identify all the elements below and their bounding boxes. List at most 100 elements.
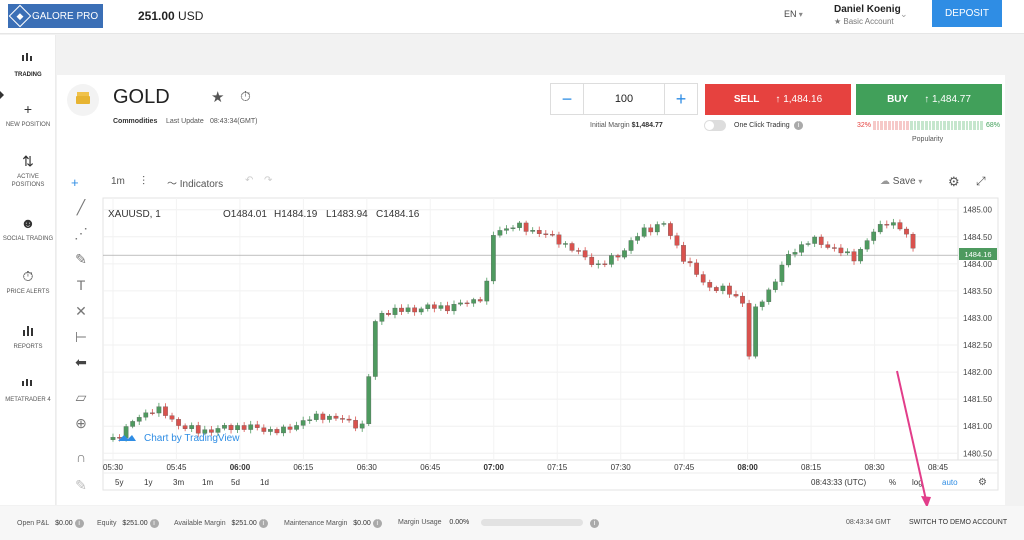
switch-demo-link[interactable]: SWITCH TO DEMO ACCOUNT bbox=[909, 519, 1008, 526]
text-tool-icon[interactable]: T bbox=[76, 277, 86, 293]
sidebar-item-label: PRICE ALERTS bbox=[6, 289, 50, 295]
tradingview-watermark[interactable]: Chart by TradingView bbox=[118, 433, 240, 444]
popularity-segment bbox=[876, 121, 880, 130]
stopwatch-icon[interactable]: ⏱ bbox=[240, 88, 251, 104]
candle-body bbox=[143, 412, 149, 418]
deposit-button[interactable]: DEPOSIT bbox=[932, 0, 1002, 27]
candle-body bbox=[628, 240, 634, 251]
candle-body bbox=[458, 302, 463, 305]
ruler-icon[interactable]: ▱ bbox=[75, 389, 87, 405]
sidebar-item-active-positions[interactable]: ⇅ ACTIVE POSITIONS bbox=[0, 153, 56, 189]
current-price-label: 1484.16 bbox=[964, 250, 991, 259]
range-button-5y[interactable]: 5y bbox=[115, 478, 123, 487]
user-menu[interactable]: Daniel Koenig ★ Basic Account bbox=[834, 4, 901, 26]
auto-toggle[interactable]: auto bbox=[942, 478, 958, 487]
candle-body bbox=[720, 285, 726, 291]
candle-body bbox=[818, 236, 824, 245]
sidebar-item-trading[interactable]: TRADING bbox=[0, 51, 56, 79]
annotation-arrow bbox=[896, 370, 927, 501]
candle-body bbox=[504, 228, 509, 231]
buy-button[interactable]: BUY ↑ 1,484.77 bbox=[856, 84, 1002, 115]
sidebar: TRADING + NEW POSITION ⇅ ACTIVE POSITION… bbox=[0, 35, 56, 505]
sidebar-item-social-trading[interactable]: ☻ SOCIAL TRADING bbox=[0, 215, 56, 243]
sort-arrows-icon: ⇅ bbox=[22, 153, 34, 169]
magnet-icon[interactable]: ∩ bbox=[75, 449, 87, 465]
candle-body bbox=[327, 415, 332, 420]
sidebar-item-reports[interactable]: REPORTS bbox=[0, 323, 56, 351]
info-icon[interactable]: i bbox=[794, 121, 803, 130]
popularity-segment bbox=[928, 121, 932, 130]
undo-icon[interactable]: ↶ bbox=[245, 175, 254, 186]
x-tick-label: 06:00 bbox=[230, 463, 251, 472]
popularity-bar bbox=[873, 121, 984, 130]
quantity-input[interactable]: 100 bbox=[583, 84, 665, 114]
popularity-segment bbox=[961, 121, 965, 130]
candle-body bbox=[248, 424, 254, 430]
measure-icon[interactable]: ⊢ bbox=[74, 329, 88, 345]
gear-icon[interactable]: ⚙ bbox=[978, 477, 987, 488]
candle-type-icon[interactable]: ⫶ bbox=[142, 174, 146, 188]
pitchfork-icon[interactable]: ⋰ bbox=[74, 225, 88, 241]
info-icon[interactable]: i bbox=[258, 519, 268, 528]
brush-icon[interactable]: ✎ bbox=[75, 251, 87, 267]
star-icon[interactable]: ★ bbox=[211, 89, 225, 106]
brand-logo[interactable]: ◆ GALORE PRO bbox=[8, 4, 103, 28]
sidebar-item-metatrader[interactable]: METATRADER 4 bbox=[0, 376, 56, 404]
candle-body bbox=[438, 305, 444, 309]
range-button-1d[interactable]: 1d bbox=[260, 478, 269, 487]
info-icon[interactable]: i bbox=[149, 519, 159, 528]
redo-icon[interactable]: ↷ bbox=[264, 175, 273, 186]
range-button-1y[interactable]: 1y bbox=[144, 478, 152, 487]
candle-body bbox=[431, 304, 437, 309]
settings-gear-icon[interactable]: ⚙ bbox=[948, 174, 960, 189]
candle-body bbox=[359, 423, 365, 429]
interval-selector[interactable]: 1m bbox=[111, 176, 125, 187]
candle-body bbox=[831, 247, 837, 249]
zoom-in-icon[interactable]: ⊕ bbox=[75, 415, 87, 431]
pattern-icon[interactable]: ✕ bbox=[75, 303, 87, 319]
candle-body bbox=[622, 250, 627, 258]
initial-margin-label: Initial Margin bbox=[590, 122, 630, 129]
lock-icon[interactable]: ✎ bbox=[75, 477, 87, 493]
account-balance: 251.00 USD bbox=[138, 9, 203, 23]
indicators-button[interactable]: 〜 Indicators bbox=[167, 175, 223, 190]
arrow-left-icon[interactable]: ⬅ bbox=[75, 354, 87, 370]
x-tick-label: 06:30 bbox=[357, 463, 378, 472]
sell-button[interactable]: SELL ↑ 1,484.16 bbox=[705, 84, 851, 115]
language-selector[interactable]: EN bbox=[784, 9, 803, 19]
legend-symbol[interactable]: XAUUSD, 1 bbox=[108, 209, 161, 220]
percent-toggle[interactable]: % bbox=[889, 478, 896, 487]
range-button-1m[interactable]: 1m bbox=[202, 478, 213, 487]
increase-button[interactable]: + bbox=[665, 84, 697, 114]
popularity-segment bbox=[873, 121, 876, 130]
fullscreen-icon[interactable]: ⤢ bbox=[976, 174, 986, 188]
save-button[interactable]: ☁ Save ▾ bbox=[880, 176, 922, 187]
log-toggle[interactable]: log bbox=[912, 478, 923, 487]
x-tick-label: 07:15 bbox=[547, 463, 568, 472]
candle-body bbox=[274, 429, 280, 434]
popularity-segment bbox=[958, 121, 961, 130]
trend-line-icon[interactable]: ╱ bbox=[76, 199, 86, 215]
candle-body bbox=[346, 418, 352, 421]
popularity-segment bbox=[921, 121, 924, 130]
x-tick-label: 08:00 bbox=[737, 463, 758, 472]
candle-body bbox=[451, 304, 457, 312]
sidebar-item-new-position[interactable]: + NEW POSITION bbox=[0, 101, 56, 129]
buy-label: BUY bbox=[887, 94, 909, 105]
y-tick-label: 1483.00 bbox=[963, 314, 992, 323]
chevron-down-icon[interactable]: ⌄ bbox=[900, 9, 908, 19]
info-icon[interactable]: i bbox=[74, 519, 84, 528]
decrease-button[interactable]: − bbox=[551, 84, 583, 114]
range-button-5d[interactable]: 5d bbox=[231, 478, 240, 487]
crosshair-icon[interactable]: + bbox=[71, 175, 79, 190]
info-icon[interactable]: i bbox=[590, 519, 599, 528]
one-click-toggle[interactable] bbox=[704, 120, 726, 131]
sidebar-item-price-alerts[interactable]: ⏱ PRICE ALERTS bbox=[0, 268, 56, 296]
range-button-3m[interactable]: 3m bbox=[173, 478, 184, 487]
account-type: ★ Basic Account bbox=[834, 17, 894, 26]
info-icon[interactable]: i bbox=[372, 519, 382, 528]
cloud-icon: ☁ bbox=[880, 176, 890, 187]
margin-usage-label: Margin Usage bbox=[398, 519, 442, 526]
cloud-icon bbox=[118, 435, 136, 441]
